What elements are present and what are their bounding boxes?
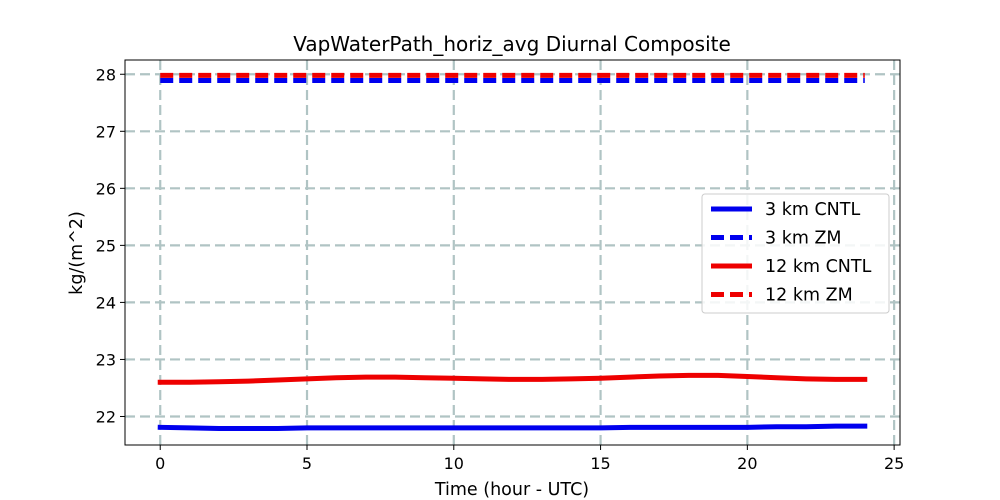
x-axis-ticks: 0 5 10 15 20 25 [155, 445, 904, 473]
legend-box [701, 193, 890, 314]
series-line-12-km-cntl [157, 372, 868, 385]
legend-label-3-km-cntl: 3 km CNTL [765, 200, 860, 220]
y-axis-ticks: 22 23 24 25 26 27 28 [96, 65, 125, 426]
series-line-3-km-cntl [157, 423, 868, 431]
x-tick-label-3: 15 [590, 454, 610, 473]
legend-label-12-km-cntl: 12 km CNTL [765, 257, 872, 277]
y-tick-label-6: 28 [96, 65, 116, 84]
y-tick-label-4: 26 [96, 179, 116, 198]
x-tick-label-4: 20 [737, 454, 757, 473]
y-tick-label-1: 23 [96, 350, 116, 369]
x-tick-label-0: 0 [155, 454, 165, 473]
x-tick-label-2: 10 [444, 454, 464, 473]
y-tick-label-5: 27 [96, 122, 116, 141]
legend-label-3-km-zm: 3 km ZM [765, 229, 842, 249]
plot-series [157, 72, 868, 431]
plot-frame [124, 59, 901, 446]
y-tick-label-0: 22 [96, 407, 116, 426]
legend-label-12-km-zm: 12 km ZM [765, 286, 853, 306]
y-tick-label-2: 24 [96, 293, 116, 312]
x-tick-label-5: 25 [884, 454, 904, 473]
chart-title: VapWaterPath_horiz_avg Diurnal Composite [293, 32, 731, 56]
legend: 3 km CNTL 3 km ZM 12 km CNTL 12 km ZM [701, 193, 890, 314]
y-tick-label-3: 25 [96, 236, 116, 255]
x-tick-label-1: 5 [302, 454, 312, 473]
x-axis-label: Time (hour - UTC) [434, 480, 589, 500]
y-axis-label: kg/(m^2) [67, 211, 87, 295]
